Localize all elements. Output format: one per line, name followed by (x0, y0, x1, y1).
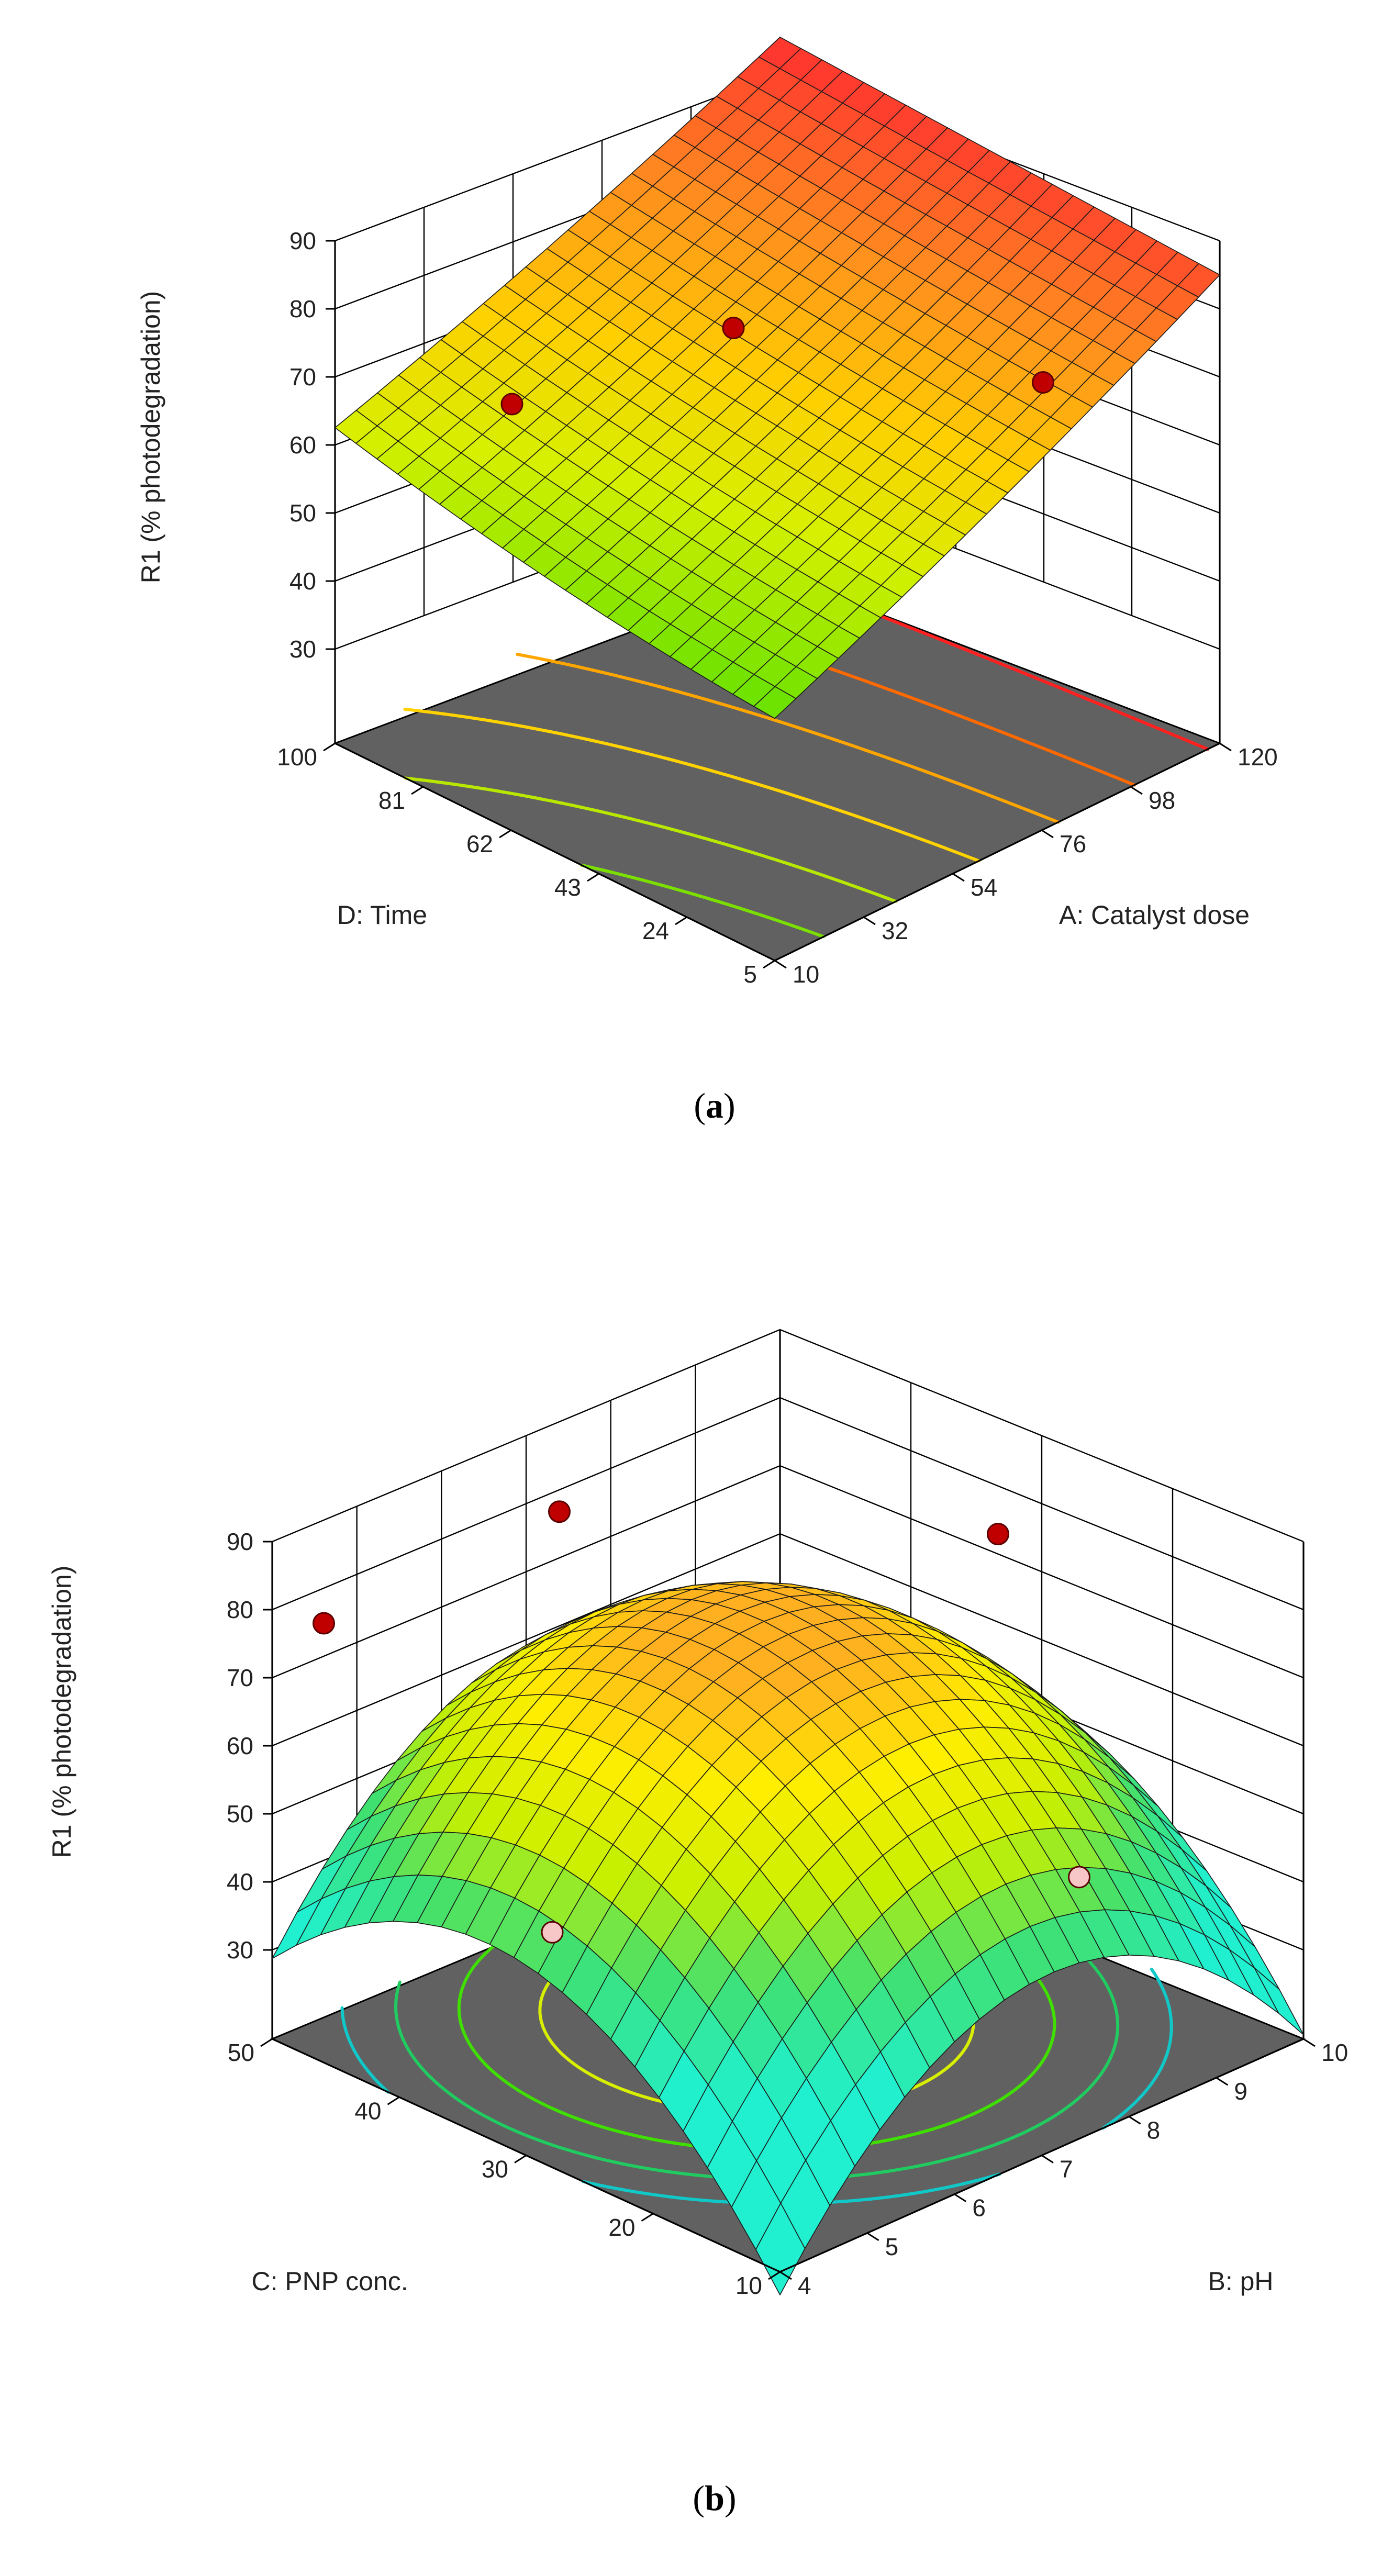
b-right-tick-label: 4 (798, 2272, 811, 2299)
a-design-point (1032, 371, 1054, 394)
b-right-tick (779, 2271, 792, 2280)
b-caption: (b) (693, 2478, 736, 2518)
b-z-tick-label: 60 (227, 1732, 253, 1759)
a-right-tick (1041, 829, 1054, 839)
b-left-axis-title: C: PNP conc. (251, 2267, 408, 2296)
a-design-point (722, 317, 745, 339)
a-left-tick-label: 62 (466, 830, 493, 857)
chart-panel-a: 90 80 70 60 50 40 30 100 81 62 43 24 5 120 98 76 54 32 10 R… (0, 0, 1393, 1178)
b-z-tick-label: 40 (227, 1868, 253, 1895)
b-right-tick (866, 2232, 879, 2242)
a-contour-line (580, 863, 826, 939)
b-left-tick (514, 2155, 527, 2164)
b-left-tick (641, 2213, 654, 2222)
b-wall-zline (272, 1329, 1304, 1543)
a-design-point (500, 393, 523, 416)
a-left-tick-label: 100 (277, 743, 317, 771)
b-z-axis-title: R1 (% photodegradation) (47, 1566, 76, 1858)
a-surface (335, 37, 1220, 719)
a-right-tick (1219, 742, 1232, 752)
a-right-tick-label: 10 (793, 961, 819, 988)
a-left-floor-axis (335, 742, 775, 962)
b-z-tick-label: 80 (227, 1596, 253, 1623)
a-right-tick (774, 960, 787, 969)
a-right-tick (1130, 786, 1143, 795)
b-z-tick-label: 90 (227, 1528, 253, 1555)
b-left-tick-label: 10 (735, 2272, 762, 2299)
a-contour-line (403, 707, 980, 863)
b-left-tick-label: 30 (482, 2156, 508, 2183)
surface-plot-b: 90 80 70 60 50 40 30 50 40 30 20 10 10 9 8 7 6 5 4 R1 (% ph… (47, 1329, 1348, 2518)
b-right-tick-label: 9 (1234, 2078, 1247, 2105)
a-z-tick-label: 80 (289, 295, 316, 322)
chart-panel-b: 90 80 70 60 50 40 30 50 40 30 20 10 10 9 8 7 6 5 4 R1 (% ph… (0, 1178, 1393, 2576)
b-design-point (548, 1500, 571, 1523)
a-caption-letter: a (706, 1086, 723, 1125)
b-right-tick-label: 5 (885, 2233, 899, 2260)
a-z-tick-label: 60 (289, 431, 316, 459)
b-left-tick-label: 50 (228, 2039, 254, 2066)
a-left-tick-label: 24 (642, 917, 669, 944)
a-right-tick-label: 76 (1060, 830, 1086, 857)
b-right-tick (1041, 2155, 1054, 2164)
a-left-tick-label: 43 (554, 874, 581, 901)
b-design-point (541, 1921, 564, 1944)
a-right-tick-label: 54 (971, 874, 997, 901)
a-right-tick (952, 873, 965, 882)
a-left-tick-label: 5 (743, 961, 757, 988)
a-left-tick (763, 960, 775, 969)
a-contour-line (516, 653, 1060, 824)
a-z-tick-label: 30 (289, 635, 316, 663)
b-right-tick (1216, 2077, 1229, 2086)
b-right-tick-label: 6 (972, 2194, 986, 2222)
a-surface-cell (753, 686, 797, 719)
a-left-tick (675, 916, 687, 925)
b-right-tick-label: 8 (1147, 2116, 1161, 2144)
b-right-tick (954, 2193, 967, 2202)
a-right-tick-label: 32 (882, 917, 908, 944)
a-z-axis-title: R1 (% photodegradation) (136, 291, 165, 584)
a-design-points (500, 317, 1054, 416)
b-wall-zline (272, 1397, 1304, 1611)
a-z-tick-label: 90 (289, 227, 316, 254)
a-contour-line (404, 776, 898, 903)
a-caption: (a) (694, 1086, 735, 1125)
b-left-tick-label: 20 (608, 2214, 635, 2241)
b-z-tick-label: 50 (227, 1800, 253, 1827)
a-right-tick-label: 120 (1238, 743, 1278, 771)
a-z-tick-label: 50 (289, 499, 316, 527)
b-design-point (313, 1612, 335, 1635)
b-right-tick (1303, 2038, 1316, 2047)
b-caption-letter: b (705, 2478, 725, 2518)
b-left-tick (768, 2271, 781, 2280)
b-right-tick (1128, 2116, 1141, 2125)
b-z-tick-label: 30 (227, 1936, 253, 1964)
a-left-tick (411, 786, 424, 795)
a-left-axis-title: D: Time (337, 900, 427, 930)
a-left-tick (499, 829, 511, 839)
b-right-axis-title: B: pH (1208, 2267, 1273, 2296)
b-design-point (987, 1523, 1009, 1545)
a-left-tick (323, 742, 336, 752)
b-axes: 90 80 70 60 50 40 30 50 40 30 20 10 10 9 8 7 6 5 4 R1 (% ph… (47, 1528, 1348, 2299)
a-right-tick (863, 916, 876, 925)
b-design-points (313, 1500, 1090, 1944)
a-axes: 90 80 70 60 50 40 30 100 81 62 43 24 5 120 98 76 54 32 10 R… (136, 227, 1278, 988)
b-left-tick-label: 40 (354, 2097, 381, 2124)
b-z-tick-label: 70 (227, 1664, 253, 1691)
surface-plot-a: 90 80 70 60 50 40 30 100 81 62 43 24 5 120 98 76 54 32 10 R… (136, 37, 1278, 1125)
a-z-tick-label: 70 (289, 363, 316, 391)
a-right-tick-label: 98 (1149, 787, 1175, 814)
b-design-point (1068, 1866, 1090, 1889)
b-left-tick (260, 2038, 273, 2047)
b-left-tick (387, 2096, 400, 2105)
b-right-tick-label: 7 (1060, 2156, 1073, 2183)
b-surface (272, 1581, 1304, 2295)
a-right-floor-axis (774, 742, 1220, 962)
a-right-axis-title: A: Catalyst dose (1059, 900, 1250, 930)
a-z-tick-label: 40 (289, 567, 316, 595)
a-left-tick (587, 873, 599, 882)
a-left-tick-label: 81 (378, 787, 405, 814)
b-right-tick-label: 10 (1321, 2039, 1348, 2066)
